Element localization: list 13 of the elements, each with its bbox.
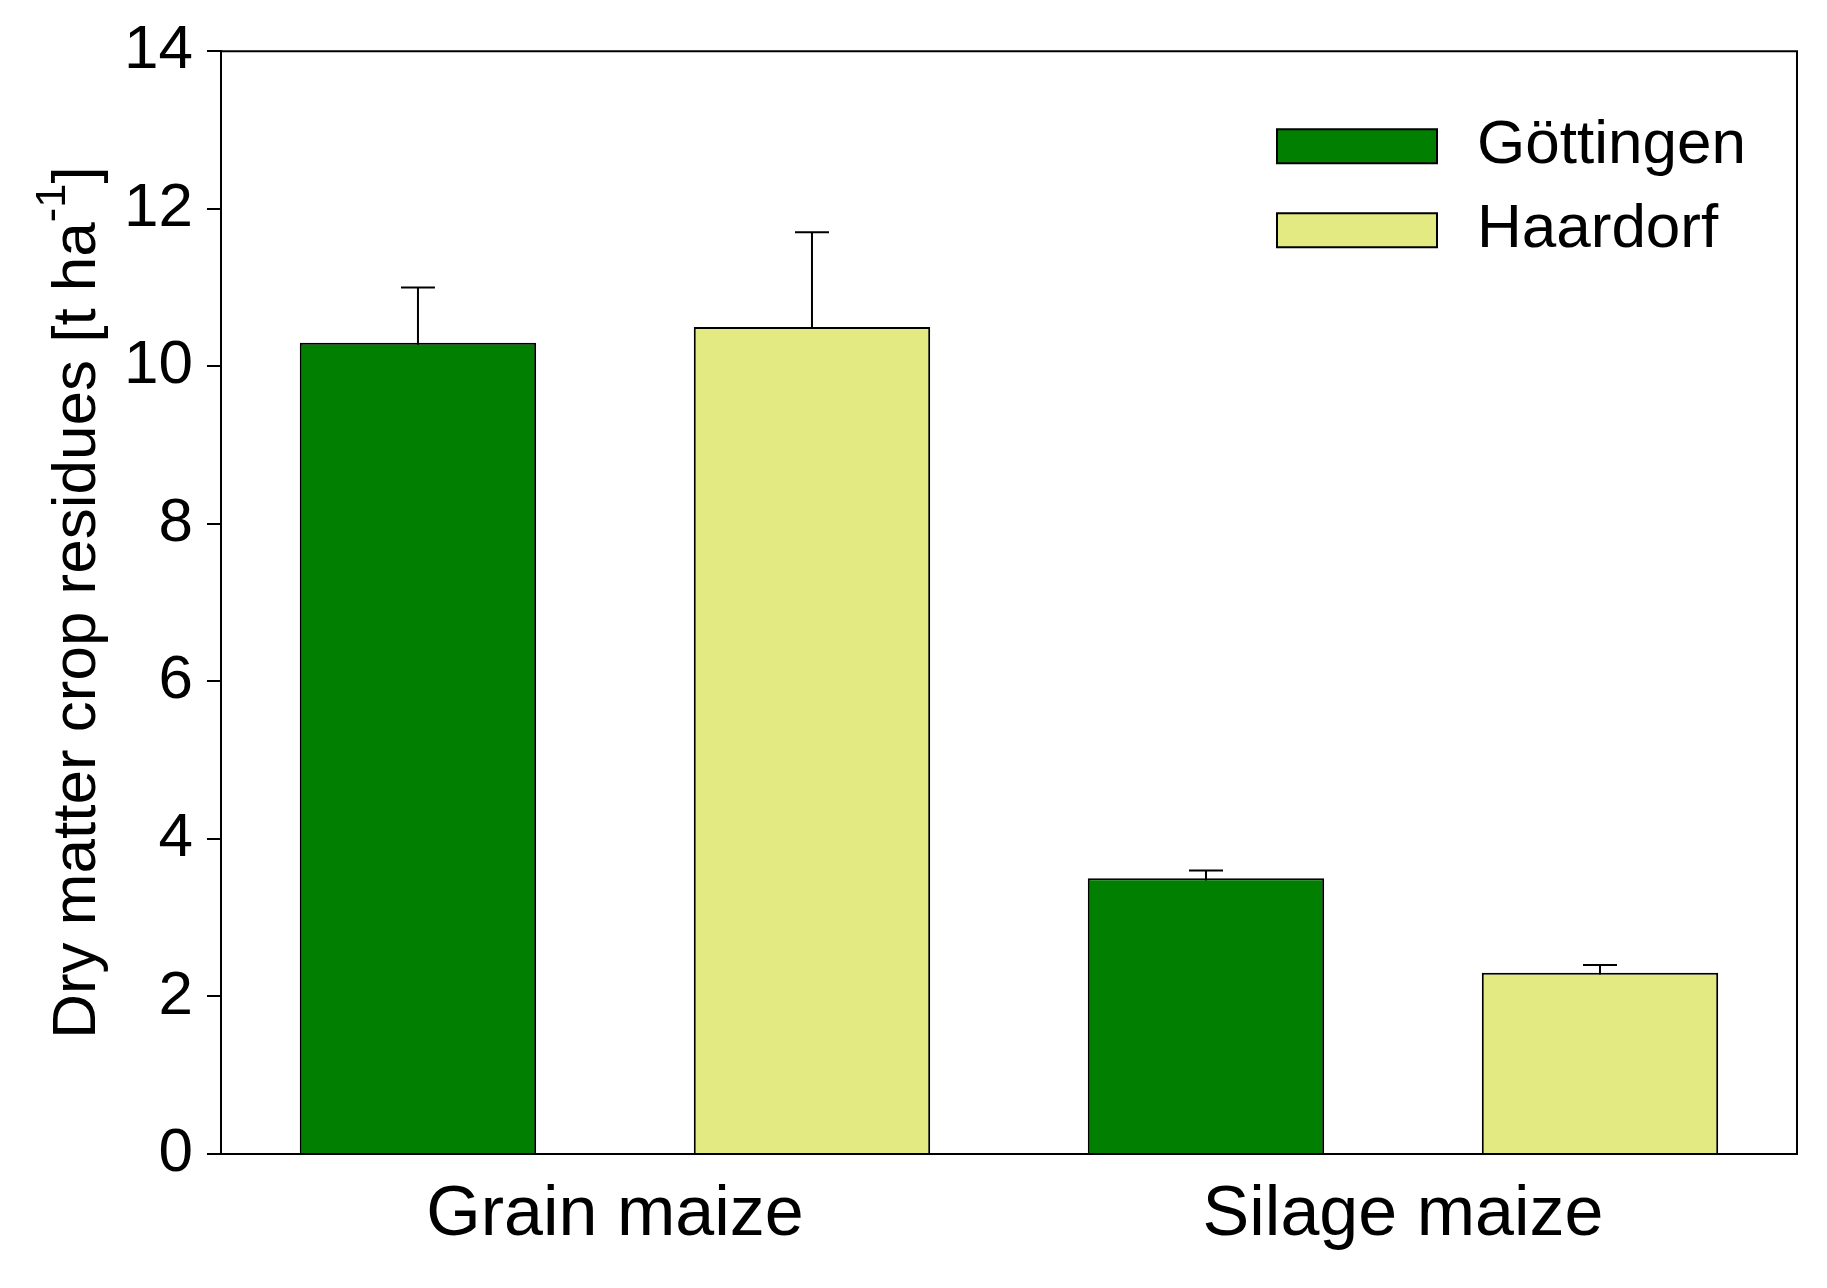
y-tick-label: 14 [123, 12, 193, 82]
y-tick-label: 10 [123, 327, 193, 397]
y-tick-label: 2 [158, 957, 193, 1027]
legend-label: Göttingen [1477, 107, 1746, 177]
x-tick-label: Silage maize [1202, 1172, 1604, 1251]
y-tick-label: 4 [158, 800, 193, 870]
y-tick-label: 12 [123, 169, 193, 239]
y-tick-label: 8 [158, 484, 193, 554]
y-axis-title: Dry matter crop residues [t ha-1] [26, 166, 109, 1039]
x-tick-label: Grain maize [426, 1172, 804, 1251]
y-tick-label: 6 [158, 642, 193, 712]
y-tick-label: 0 [158, 1115, 193, 1185]
legend-label: Haardorf [1477, 191, 1719, 261]
